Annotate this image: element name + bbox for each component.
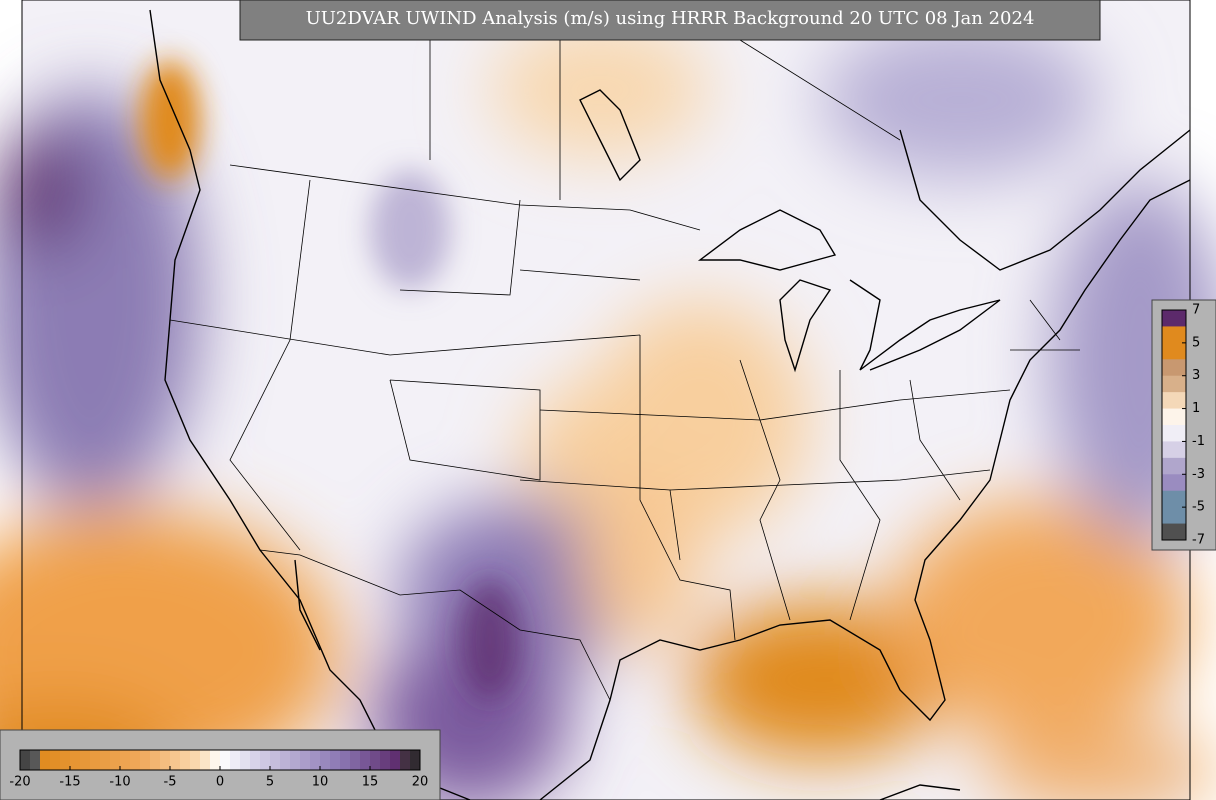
colorbar-segment [60, 750, 71, 770]
colorbar-segment [270, 750, 281, 770]
colorbar-tick-label: 5 [266, 775, 274, 790]
colorbar-tick-label: 0 [216, 775, 224, 790]
colorbar-segment [140, 750, 151, 770]
colorbar-tick-label: -15 [59, 775, 80, 790]
colorbar-segment [80, 750, 91, 770]
colorbar-main: -20 -15 -10 -5 0 5 10 15 20 [0, 729, 441, 800]
colorbar-segment [1162, 523, 1186, 541]
colorbar-tick-label: -20 [9, 775, 30, 790]
colorbar-segment [210, 750, 221, 770]
colorbar-segment [160, 750, 171, 770]
colorbar-segment [1162, 474, 1186, 492]
colorbar-segment [170, 750, 181, 770]
colorbar-tick-label: -7 [1192, 533, 1205, 548]
colorbar-segment [360, 750, 371, 770]
coastlines [149, 9, 1191, 800]
colorbar-segment [260, 750, 271, 770]
borders [169, 20, 1080, 701]
colorbar-segment [290, 750, 301, 770]
colorbar-segment [340, 750, 351, 770]
colorbar-segment [1162, 408, 1186, 426]
colorbar-tick-label: -5 [1192, 500, 1205, 515]
colorbar-segment [1162, 310, 1186, 327]
colorbar-segment [1162, 441, 1186, 459]
colorbar-segment [190, 750, 201, 770]
colorbar-segment [20, 750, 31, 770]
colorbar-segment [130, 750, 141, 770]
colorbar-tick-label: 20 [412, 775, 429, 790]
colorbar-tick-label: -1 [1192, 434, 1205, 449]
colorbar-tick-label: 7 [1192, 303, 1200, 318]
colorbar-segment [230, 750, 241, 770]
colorbar-segment [200, 750, 211, 770]
colorbar-segment [300, 750, 311, 770]
colorbar-tick-label: 1 [1192, 401, 1200, 416]
colorbar-tick-label: 5 [1192, 335, 1200, 350]
colorbar-segment [1162, 457, 1186, 475]
colorbar-segment [120, 750, 131, 770]
colorbar-segment [390, 750, 401, 770]
colorbar-segment [240, 750, 251, 770]
colorbar-segment [250, 750, 261, 770]
title-box: UU2DVAR UWIND Analysis (m/s) using HRRR … [239, 0, 1101, 41]
colorbar-segment [1162, 375, 1186, 393]
colorbar-segment [400, 750, 411, 770]
colorbar-segment [1162, 490, 1186, 508]
colorbar-segment [1162, 507, 1186, 525]
colorbar-segment [350, 750, 361, 770]
colorbar-segment [50, 750, 61, 770]
colorbar-segment [90, 750, 101, 770]
colorbar-tick-label: 15 [362, 775, 379, 790]
colorbar-tick-label: -10 [109, 775, 130, 790]
colorbar-segment [1162, 326, 1186, 344]
colorbar-tick-label: 3 [1192, 368, 1200, 383]
colorbar-segment [310, 750, 321, 770]
title-background [239, 0, 1101, 41]
colorbar-segment [1162, 392, 1186, 410]
colorbar-segment [180, 750, 191, 770]
title: UU2DVAR UWIND Analysis (m/s) using HRRR … [306, 8, 1035, 29]
colorbar-segment [410, 750, 421, 770]
colorbar-segment [150, 750, 161, 770]
colorbar-outline [1161, 309, 1187, 541]
colorbar-segment [1162, 425, 1186, 442]
colorbar-segment [1162, 342, 1186, 360]
colorbar-segment [40, 750, 51, 770]
colorbar-segment [220, 750, 231, 770]
colorbar-segment [30, 750, 41, 770]
colorbar-segment [1162, 359, 1186, 377]
colorbar-segment [100, 750, 111, 770]
wind-detail [140, 60, 520, 700]
colorbar-segment [320, 750, 331, 770]
colorbar-segment [370, 750, 381, 770]
colorbar-segment [70, 750, 81, 770]
colorbar-segment [380, 750, 391, 770]
colorbar-tick-label: -5 [164, 775, 177, 790]
colorbar-tick-label: -3 [1192, 467, 1205, 482]
colorbar-segment [110, 750, 121, 770]
colorbar-segment [280, 750, 291, 770]
colorbar-inset: 7 5 3 1 -1 -3 -5 -7 [1151, 299, 1216, 551]
colorbar-tick-label: 10 [312, 775, 329, 790]
colorbar-segment [330, 750, 341, 770]
